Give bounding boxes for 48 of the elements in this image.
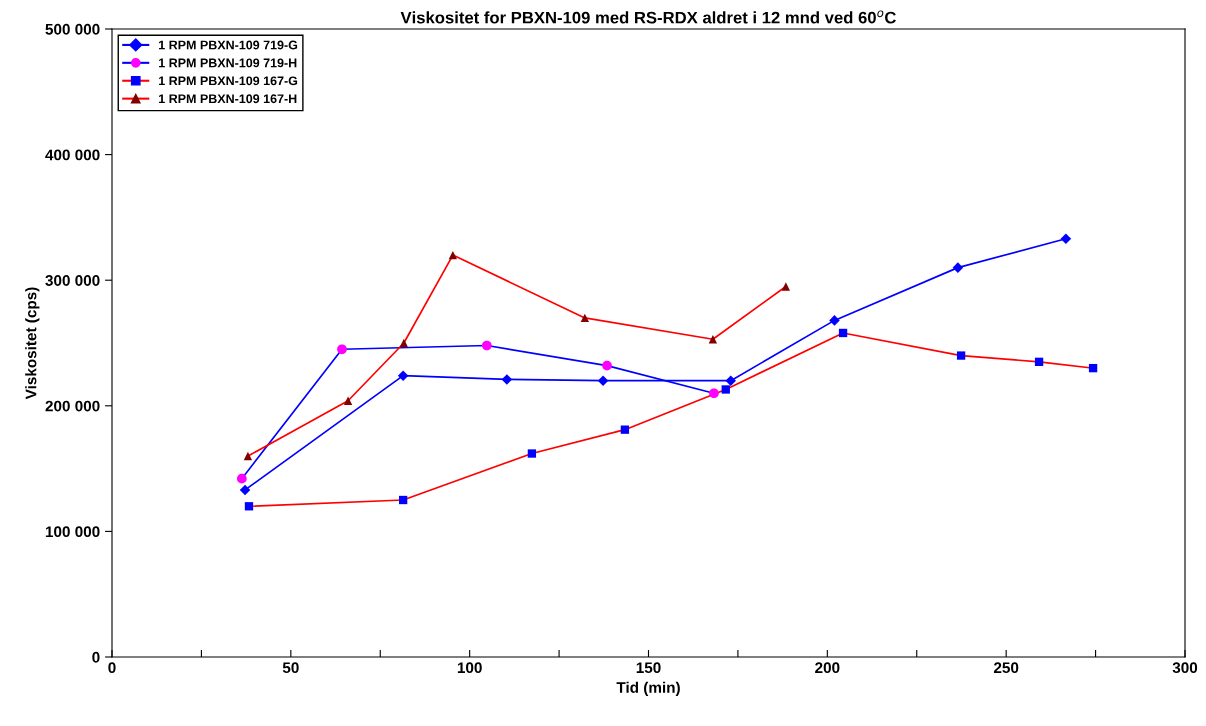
x-tick-label: 50 xyxy=(282,662,299,674)
point xyxy=(448,250,458,260)
point xyxy=(956,351,966,360)
point xyxy=(602,360,612,371)
point xyxy=(243,451,253,461)
legend-label: 1 RPM PBXN-109 167-H xyxy=(159,94,297,104)
chart-title: Viskositet for PBXN-109 med RS-RDX aldret i 12 mnd ved 60$^{o}$C xyxy=(400,10,896,24)
point xyxy=(343,396,353,405)
point xyxy=(597,375,609,386)
x-tick-label: 150 xyxy=(636,662,661,674)
x-tick-label: 250 xyxy=(993,662,1019,674)
x-tick-label: 200 xyxy=(815,662,840,674)
x-axis-title: Tid (min) xyxy=(616,681,680,696)
point xyxy=(481,340,492,351)
point xyxy=(337,344,347,355)
point xyxy=(1034,357,1044,367)
point xyxy=(399,338,409,348)
point xyxy=(1088,363,1098,373)
legend-label: 1 RPM PBXN-109 167-G xyxy=(159,76,298,86)
legend-label: 1 RPM PBXN-109 719-H xyxy=(159,58,297,68)
y-axis-title: Viskositet (cps) xyxy=(25,287,40,400)
y-tick-label: 100 000 xyxy=(45,526,100,538)
point xyxy=(580,313,589,323)
point xyxy=(708,335,718,344)
y-tick-label: 0 xyxy=(92,651,100,663)
point xyxy=(952,262,964,273)
point xyxy=(725,375,737,386)
point xyxy=(239,484,251,496)
y-tick-label: 300 000 xyxy=(45,275,100,286)
x-tick-label: 300 xyxy=(1172,662,1198,674)
y-tick-label: 200 000 xyxy=(45,400,100,412)
point xyxy=(781,282,791,291)
x-tick-label: 0 xyxy=(108,662,116,674)
point xyxy=(620,425,630,434)
x-tick-label: 100 xyxy=(457,662,482,674)
point xyxy=(838,328,848,338)
point xyxy=(1060,233,1072,245)
point xyxy=(721,385,730,394)
point xyxy=(236,473,247,484)
point xyxy=(829,315,840,326)
legend-label: 1 RPM PBXN-109 719-G xyxy=(159,40,298,50)
point xyxy=(527,449,537,458)
point xyxy=(244,502,254,511)
point xyxy=(709,388,719,399)
y-tick-label: 500 000 xyxy=(45,23,100,35)
y-tick-label: 400 000 xyxy=(45,149,100,161)
point xyxy=(398,495,408,505)
point xyxy=(397,370,409,381)
